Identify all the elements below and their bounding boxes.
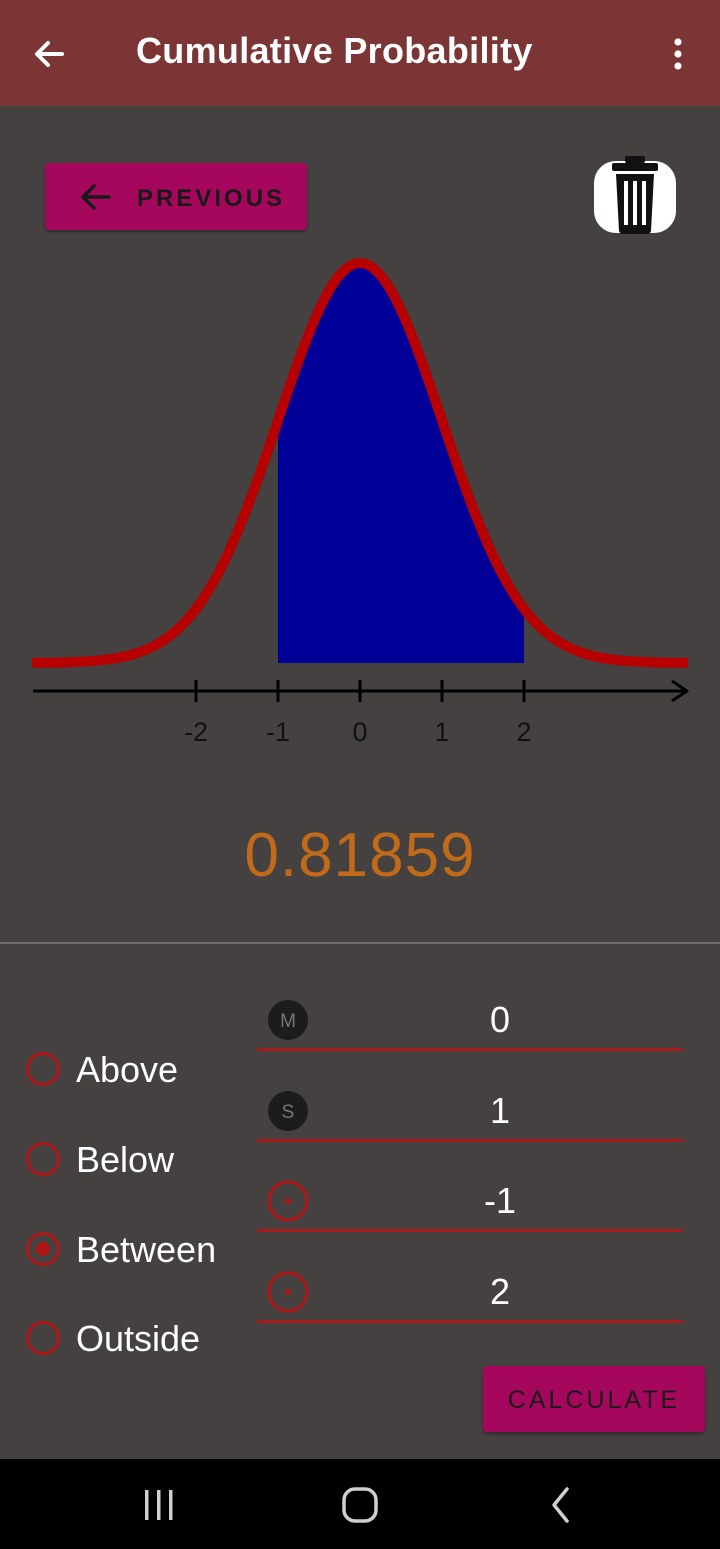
back-arrow-icon[interactable]: [30, 34, 70, 74]
previous-button[interactable]: PREVIOUS: [45, 163, 307, 230]
upper-bound-field[interactable]: 2: [257, 1271, 683, 1323]
arrow-left-icon: [79, 180, 113, 214]
normal-distribution-chart: -2 -1 0 1 2: [28, 258, 692, 747]
std-dev-field[interactable]: S 1: [257, 1090, 683, 1142]
radio-circle[interactable]: [26, 1052, 60, 1086]
std-dev-icon: S: [267, 1090, 309, 1132]
svg-text:S: S: [282, 1102, 295, 1123]
radio-circle[interactable]: [26, 1321, 60, 1355]
option-label: Between: [76, 1229, 217, 1270]
mean-input[interactable]: 0: [489, 999, 511, 1040]
x-tick-label: 1: [434, 717, 449, 747]
radio-circle[interactable]: [26, 1232, 60, 1266]
x-tick-label: 2: [516, 717, 531, 747]
lower-bound-field[interactable]: -1: [257, 1180, 683, 1232]
page-title: Cumulative Probability: [136, 30, 533, 71]
lower-bound-input[interactable]: -1: [483, 1180, 516, 1221]
field-underline: [257, 1229, 683, 1232]
field-underline: [257, 1048, 683, 1051]
x-axis-arrow: [671, 679, 689, 703]
option-label: Outside: [76, 1318, 201, 1359]
mean-field[interactable]: M 0: [257, 999, 683, 1051]
delete-button[interactable]: [594, 153, 676, 237]
previous-button-label: PREVIOUS: [137, 185, 286, 212]
x-tick-label: -2: [184, 717, 208, 747]
result-value: 0.81859: [244, 821, 476, 890]
divider: [0, 942, 720, 944]
trash-icon: [594, 156, 676, 234]
recents-icon[interactable]: [137, 1483, 181, 1527]
more-vert-icon[interactable]: [660, 36, 696, 72]
radio-selected-dot: [36, 1242, 50, 1256]
option-label: Below: [76, 1139, 175, 1180]
calculate-button[interactable]: CALCULATE: [483, 1366, 705, 1432]
mean-icon: M: [267, 999, 309, 1041]
app-bar: Cumulative Probability: [0, 0, 720, 106]
shaded-area: [278, 263, 524, 663]
nav-back-icon[interactable]: [540, 1483, 584, 1527]
density-curve: [28, 258, 692, 668]
svg-text:M: M: [280, 1011, 296, 1032]
calculate-button-label: CALCULATE: [507, 1386, 681, 1414]
x-tick-label: 0: [352, 717, 367, 747]
target-dot-icon: [267, 1271, 309, 1313]
x-tick-label: -1: [266, 717, 290, 747]
option-label: Above: [76, 1049, 179, 1090]
target-dot-icon: [267, 1180, 309, 1222]
field-underline: [257, 1320, 683, 1323]
upper-bound-input[interactable]: 2: [489, 1271, 511, 1312]
system-nav-bar: [0, 1459, 720, 1549]
std-dev-input[interactable]: 1: [489, 1090, 511, 1131]
field-underline: [257, 1139, 683, 1142]
radio-circle[interactable]: [26, 1142, 60, 1176]
home-icon[interactable]: [338, 1483, 382, 1527]
